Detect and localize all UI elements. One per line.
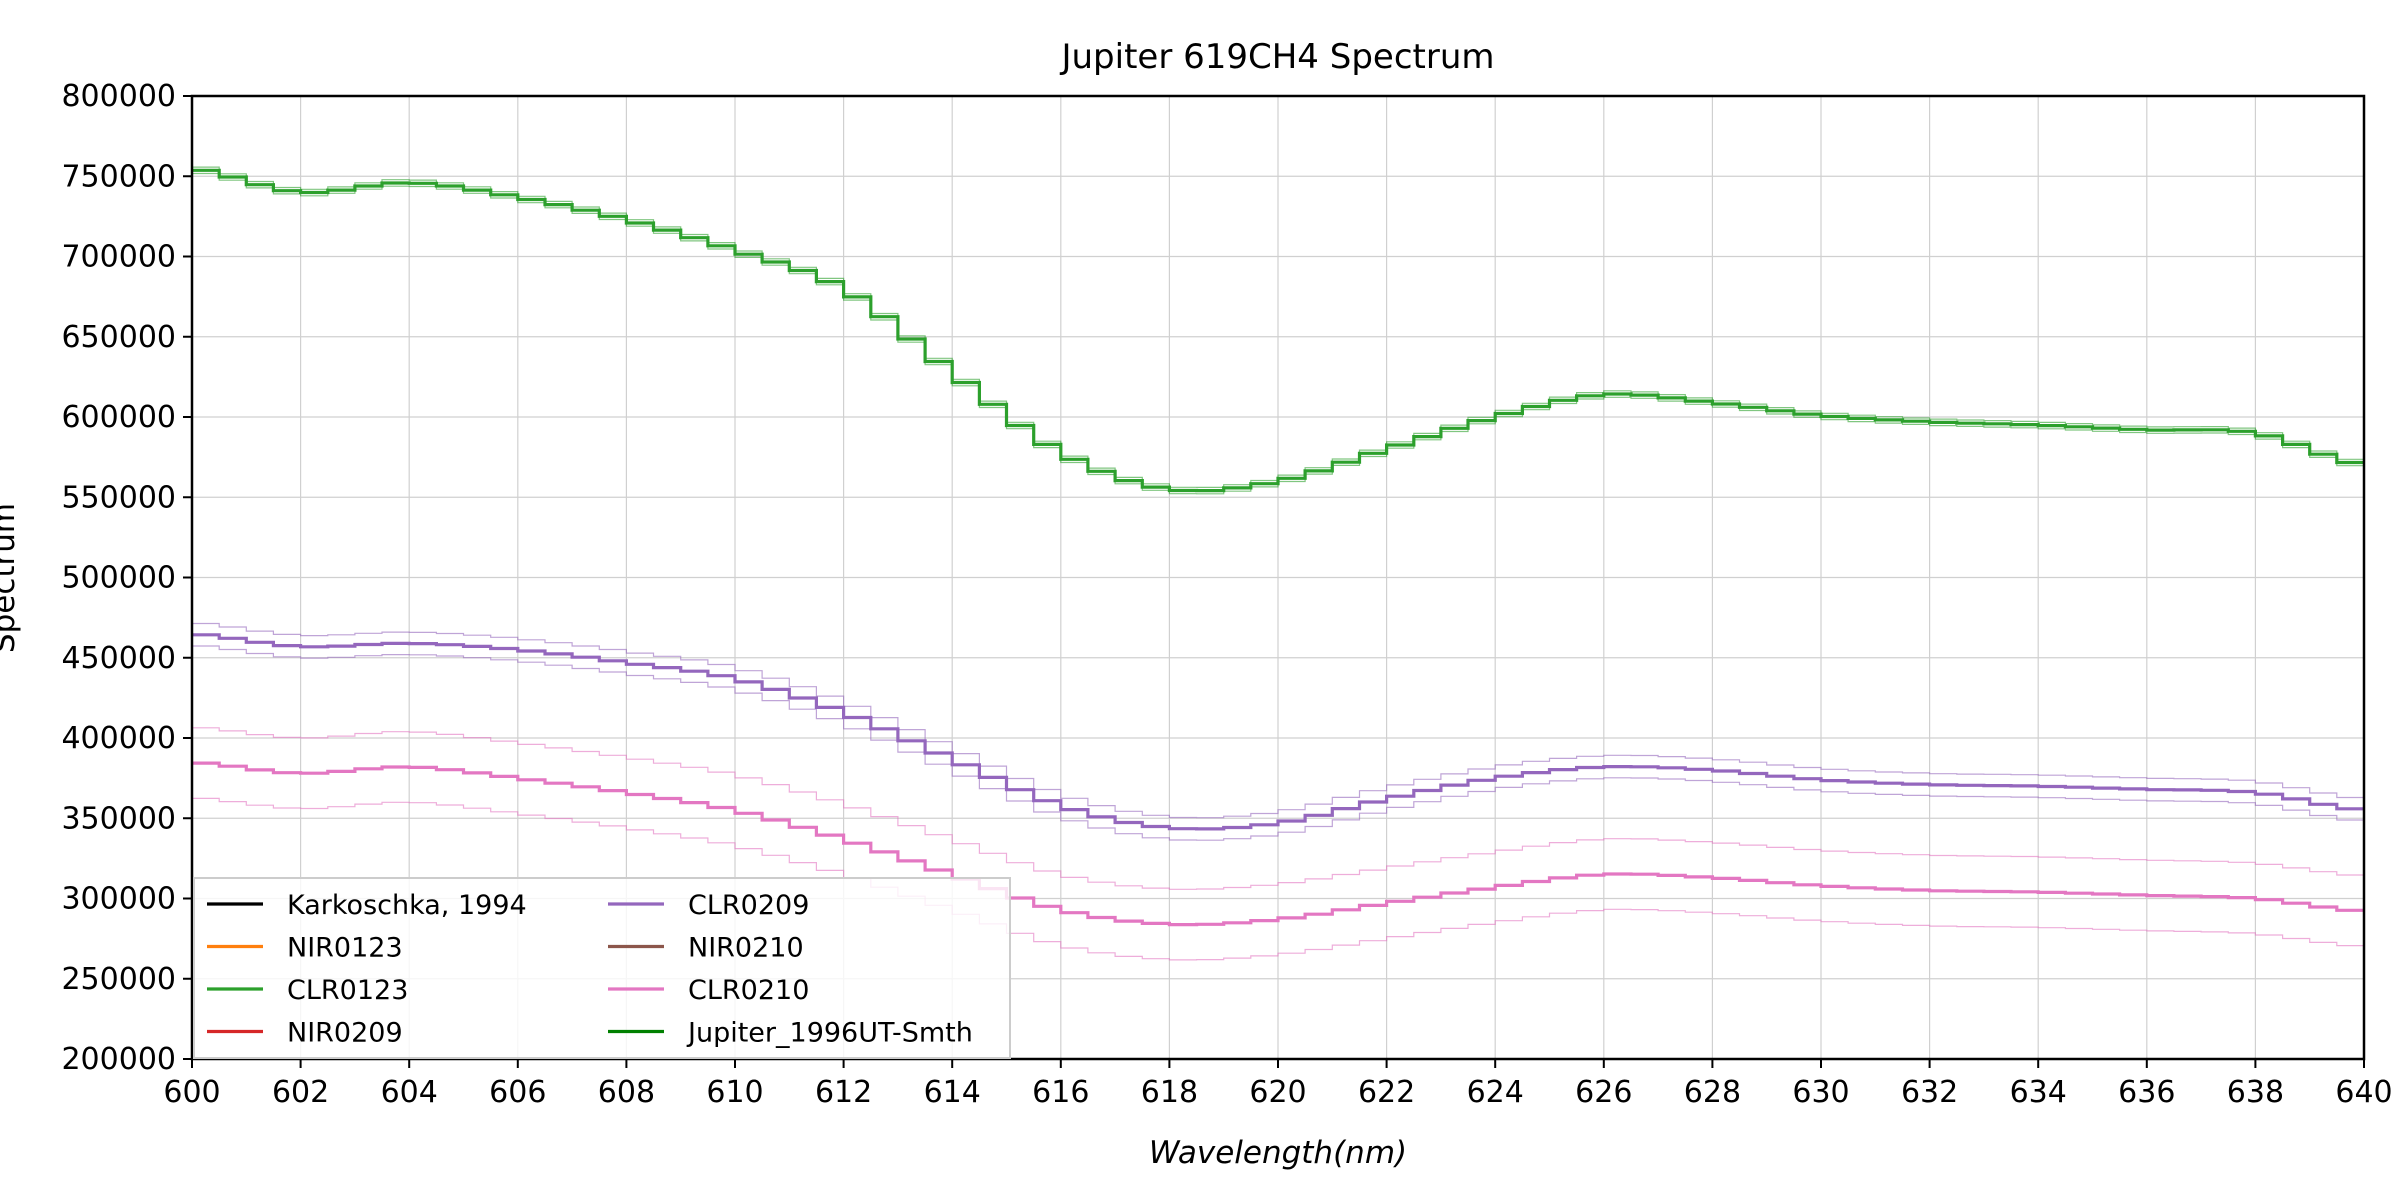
legend-item: NIR0209 <box>207 1018 403 1049</box>
y-tick-label: 250000 <box>61 962 176 997</box>
y-tick-label: 550000 <box>61 480 176 515</box>
y-tick-label: 450000 <box>61 641 176 676</box>
legend-label: CLR0209 <box>688 890 809 921</box>
x-tick-label: 604 <box>381 1075 438 1110</box>
series-line-clr0209 <box>192 633 2364 831</box>
y-axis-ticks: 200000 250000 300000 350000 400000 450000 5000… <box>61 79 192 1077</box>
y-tick-label: 650000 <box>61 320 176 355</box>
legend-label: NIR0209 <box>287 1018 403 1049</box>
y-tick-label: 350000 <box>61 801 176 836</box>
y-tick-label: 700000 <box>61 240 176 275</box>
series-lower-band <box>192 797 2364 961</box>
y-tick-label: 750000 <box>61 159 176 194</box>
chart-title: Jupiter 619CH4 Spectrum <box>1059 37 1494 77</box>
legend-label: NIR0123 <box>287 933 403 964</box>
legend-item: Jupiter_1996UT-Smth <box>608 1018 973 1049</box>
x-axis-label: Wavelength(nm) <box>1149 1135 1407 1171</box>
y-tick-label: 800000 <box>61 79 176 114</box>
legend-item: NIR0123 <box>207 933 403 964</box>
x-tick-label: 602 <box>272 1075 329 1110</box>
x-tick-label: 624 <box>1467 1075 1524 1110</box>
legend-label: NIR0210 <box>688 933 804 964</box>
x-tick-label: 610 <box>706 1075 763 1110</box>
series-upper-band <box>192 622 2364 819</box>
series-lower-band <box>192 645 2364 841</box>
x-tick-label: 606 <box>489 1075 546 1110</box>
legend-item: Karkoschka, 1994 <box>207 890 527 921</box>
legend: Karkoschka, 1994 NIR0123 CLR0123 NIR0209 CLR… <box>193 877 1011 1059</box>
legend-label: Karkoschka, 1994 <box>287 890 527 921</box>
legend-item: CLR0210 <box>608 975 809 1006</box>
y-tick-label: 600000 <box>61 400 176 435</box>
y-tick-label: 400000 <box>61 721 176 756</box>
x-tick-label: 626 <box>1575 1075 1632 1110</box>
x-tick-label: 632 <box>1901 1075 1958 1110</box>
x-tick-label: 634 <box>2010 1075 2067 1110</box>
x-tick-label: 622 <box>1358 1075 1415 1110</box>
x-tick-label: 630 <box>1792 1075 1849 1110</box>
x-tick-label: 614 <box>924 1075 981 1110</box>
x-tick-label: 618 <box>1141 1075 1198 1110</box>
x-tick-label: 638 <box>2227 1075 2284 1110</box>
legend-item: NIR0210 <box>608 933 804 964</box>
series-upper-band <box>192 727 2364 890</box>
x-tick-label: 640 <box>2335 1075 2392 1110</box>
x-tick-label: 620 <box>1249 1075 1306 1110</box>
series-line-clr0210 <box>192 761 2364 927</box>
legend-label: CLR0210 <box>688 975 809 1006</box>
legend-item: CLR0209 <box>608 890 809 921</box>
y-axis-label: Spectrum <box>0 503 22 653</box>
legend-label: CLR0123 <box>287 975 408 1006</box>
y-tick-label: 500000 <box>61 561 176 596</box>
y-tick-label: 200000 <box>61 1042 176 1077</box>
x-tick-label: 636 <box>2118 1075 2175 1110</box>
x-tick-label: 628 <box>1684 1075 1741 1110</box>
legend-label: Jupiter_1996UT-Smth <box>686 1018 973 1049</box>
x-tick-label: 616 <box>1032 1075 1089 1110</box>
x-tick-label: 600 <box>163 1075 220 1110</box>
x-axis-ticks: 600 602 604 606 608 610 612 614 616 618 620 622 624 6… <box>163 1059 2393 1110</box>
legend-item: CLR0123 <box>207 975 408 1006</box>
y-tick-label: 300000 <box>61 882 176 917</box>
series-line-clr0123 <box>192 168 2364 493</box>
data-series <box>192 168 2364 927</box>
x-tick-label: 608 <box>598 1075 655 1110</box>
x-tick-label: 612 <box>815 1075 872 1110</box>
legend-box <box>193 877 1011 1059</box>
